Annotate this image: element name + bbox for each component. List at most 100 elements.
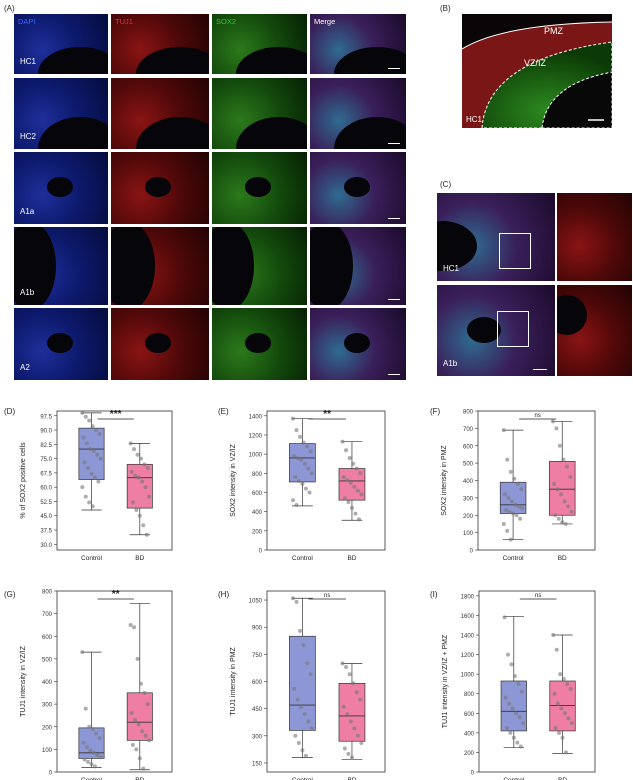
chart-i-point (503, 695, 508, 700)
chart-f-point (518, 516, 523, 521)
panel-label-a: (A) (4, 4, 15, 13)
chart-h-point (296, 741, 301, 746)
chart-h-point (309, 726, 314, 731)
chart-e-point (307, 490, 312, 495)
chart-i-ytick-label: 1400 (461, 634, 475, 640)
chart-f-point (562, 499, 567, 504)
chart-d-point (97, 431, 102, 436)
chart-f-point (568, 475, 573, 480)
chart-d-point (132, 447, 137, 452)
chart-f-sig-label: ns (534, 413, 540, 419)
chart-h-point (302, 712, 307, 717)
chart-e-ytick-label: 800 (252, 472, 263, 478)
chart-g-point (86, 759, 91, 764)
chart-h-point (352, 726, 357, 731)
chart-d-point (86, 466, 91, 471)
chart-g-point (91, 750, 96, 755)
chart-f-point (557, 443, 562, 448)
chart-i-point (554, 647, 559, 652)
chart-i-ytick-label: 400 (464, 731, 475, 737)
chart-e-point (340, 439, 345, 444)
chart-d-ytick-label: 97.5 (40, 414, 52, 420)
chart-d-point (90, 504, 95, 509)
chart-i-point (517, 715, 522, 720)
panel-a-tile-hc2-tuj1 (111, 78, 209, 149)
chart-i-point (510, 706, 515, 711)
chart-h-point (301, 643, 306, 648)
chart-f-point (569, 509, 574, 514)
chart-f-point (556, 516, 561, 521)
chart-e-point (293, 475, 298, 480)
chart-h-point (340, 661, 345, 666)
chart-g-point (89, 762, 94, 767)
chart-f-point (519, 487, 524, 492)
chart-g-point (92, 764, 97, 769)
chart-e-ytick-label: 400 (252, 510, 263, 516)
chart-h-point (341, 704, 346, 709)
chart-g-ytick-label: 100 (42, 748, 53, 754)
chart-e-point (294, 428, 299, 433)
chart-i-ytick-label: 1800 (461, 594, 475, 600)
row-label-hc1: HC1 (20, 57, 37, 66)
chart-h-point (290, 596, 295, 601)
chart-h-ytick-label: 900 (252, 626, 263, 632)
chart-d-ytick-label: 67.5 (40, 471, 52, 477)
chart-h-point (345, 712, 350, 717)
chart-i-sig-label: ns (535, 593, 541, 599)
chart-h-point (351, 681, 356, 686)
panel-a-tile-a1b-tuj1 (111, 227, 209, 305)
chart-i-point (560, 735, 565, 740)
chart-g-point (87, 724, 92, 729)
chart-e-point (342, 496, 347, 501)
chart-f-point (508, 469, 513, 474)
panel-a-tile-hc1-merge: Merge (310, 14, 406, 74)
chart-g-point (135, 656, 140, 661)
chart-h-point (294, 599, 299, 604)
panel-a-tile-a1b-dapi: A1b (14, 227, 108, 305)
chart-h-point (305, 661, 310, 666)
chart-e-point (292, 454, 297, 459)
chart-d-point (91, 448, 96, 453)
chart-d-sig-label: *** (110, 409, 122, 420)
chart-i-point (564, 750, 568, 755)
chart-g-ytick-label: 600 (42, 635, 53, 641)
chart-g-point (98, 755, 103, 760)
chart-f-point (501, 521, 506, 526)
chart-e-point (298, 434, 303, 439)
panel-label-d: (D) (4, 407, 16, 416)
chart-f-ytick-label: 700 (463, 427, 474, 433)
chart-g-ytick-label: 800 (42, 590, 53, 596)
chart-i-point (511, 735, 516, 740)
channel-header-dapi: DAPI (18, 17, 36, 26)
chart-h-ytick-label: 300 (252, 734, 263, 740)
chart-i-ytick-label: 200 (464, 751, 475, 757)
panel-b-image: PMZ VZ/IZ HC1 (462, 14, 612, 128)
chart-e-point (302, 461, 307, 466)
chart-h-point (342, 746, 347, 751)
chart-i-point (555, 701, 560, 706)
chart-i-ytick-label: 1600 (461, 614, 475, 620)
chart-g-box-control (78, 727, 105, 759)
chart-e-frame (266, 410, 386, 551)
chart-f-point (566, 504, 571, 509)
chart-e-ytick-label: 1200 (249, 433, 263, 439)
chart-e-point (295, 455, 300, 460)
chart-f-point (508, 537, 513, 542)
chart-d-point (83, 414, 88, 419)
chart-d-ytick-label: 45.0 (40, 514, 52, 520)
chart-f-ytick-label: 500 (463, 462, 474, 468)
scale-bar (388, 67, 400, 69)
chart-e-ytick-label: 1400 (249, 414, 263, 420)
chart-f-point (513, 502, 518, 507)
panel-a-tile-hc1-sox2: SOX2 (212, 14, 307, 74)
chart-g-ytick-label: 400 (42, 680, 53, 686)
chart-g-point (83, 706, 88, 711)
chart-e-sig-label: ** (323, 409, 331, 420)
panel-c-hc1-main: HC1 (437, 193, 555, 281)
chart-h-point (303, 753, 308, 758)
chart-e-point (353, 511, 358, 516)
chart-f-point (559, 492, 564, 497)
chart-d-box-control (78, 427, 105, 480)
panel-b-tile-label: HC1 (466, 115, 483, 124)
chart-d-point (89, 471, 94, 476)
